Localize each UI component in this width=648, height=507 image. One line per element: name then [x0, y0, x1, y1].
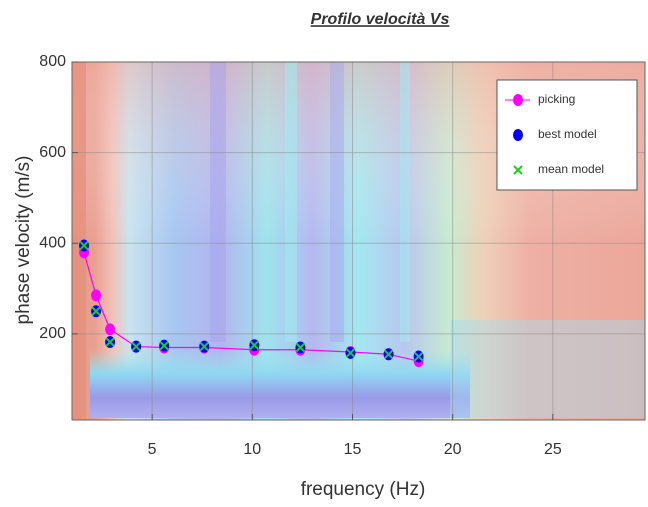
x-axis-label: frequency (Hz)	[301, 479, 426, 500]
legend-marker	[513, 94, 523, 106]
y-tick-label: 400	[39, 234, 66, 251]
legend-label: mean model	[538, 162, 604, 176]
data-point	[413, 351, 424, 362]
data-point	[91, 289, 102, 302]
y-tick-label: 600	[39, 144, 66, 161]
x-tick-label: 25	[544, 441, 562, 458]
y-tick-label: 800	[39, 53, 66, 70]
data-point	[345, 348, 356, 358]
data-point	[159, 340, 169, 351]
data-point	[105, 323, 116, 336]
data-point	[91, 306, 101, 316]
legend-label: best model	[538, 127, 597, 141]
x-tick-label: 10	[243, 441, 261, 458]
legend-marker	[513, 129, 523, 141]
plot-frame	[71, 61, 646, 421]
x-tick-label: 15	[344, 441, 362, 458]
data-point	[131, 341, 141, 352]
y-axis-label: phase velocity (m/s)	[13, 156, 34, 325]
data-point	[383, 349, 394, 359]
chart-title: Profilo velocità Vs	[311, 11, 450, 28]
y-tick-label: 200	[39, 325, 66, 342]
legend-label: picking	[538, 92, 575, 106]
x-tick-label: 20	[444, 441, 462, 458]
data-point	[295, 342, 306, 353]
x-tick-label: 5	[148, 441, 157, 458]
data-point	[199, 341, 209, 352]
legend-marker	[513, 165, 523, 175]
data-point	[79, 240, 89, 251]
data-point	[249, 340, 260, 350]
data-point	[105, 337, 115, 347]
